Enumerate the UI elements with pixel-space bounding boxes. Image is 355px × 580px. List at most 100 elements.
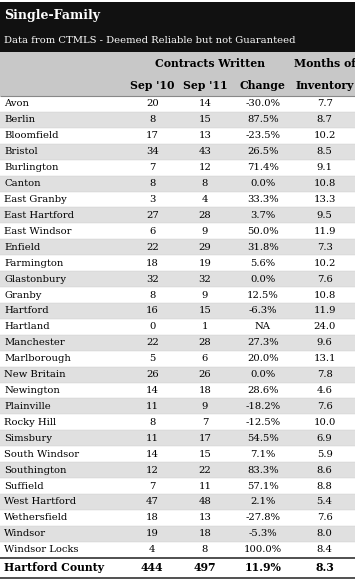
Bar [294, 542, 355, 557]
Text: 22: 22 [198, 466, 211, 474]
Bar [179, 462, 231, 478]
Text: 19: 19 [146, 530, 159, 538]
Bar [0, 367, 126, 383]
Bar [179, 112, 231, 128]
Bar [231, 208, 294, 223]
Bar [294, 208, 355, 223]
Text: 497: 497 [193, 562, 216, 573]
Bar [0, 351, 355, 367]
Bar [179, 494, 231, 510]
Bar [231, 240, 294, 255]
Text: 33.3%: 33.3% [247, 195, 279, 204]
Bar [0, 240, 126, 255]
Text: 10.2: 10.2 [313, 131, 336, 140]
Bar [0, 319, 126, 335]
Text: 12: 12 [198, 163, 211, 172]
Text: 83.3%: 83.3% [247, 466, 279, 474]
Bar [126, 319, 179, 335]
Text: 15: 15 [198, 306, 211, 316]
Text: 5: 5 [149, 354, 155, 363]
Text: Manchester: Manchester [4, 338, 65, 347]
Bar [179, 74, 231, 96]
Text: Berlin: Berlin [4, 115, 36, 124]
Text: 18: 18 [146, 513, 159, 523]
Bar [126, 176, 179, 191]
Bar [179, 255, 231, 271]
Bar [231, 351, 294, 367]
Text: 6: 6 [202, 354, 208, 363]
Bar [294, 271, 355, 287]
Text: 32: 32 [146, 274, 159, 284]
Bar [179, 414, 231, 430]
Bar [0, 367, 355, 383]
Bar [126, 74, 179, 96]
Bar [294, 160, 355, 176]
Text: Farmington: Farmington [4, 259, 64, 267]
Text: 0: 0 [149, 322, 155, 331]
Bar [0, 208, 126, 223]
Text: 11.9%: 11.9% [244, 562, 281, 573]
Text: 8.3: 8.3 [315, 562, 334, 573]
Text: 8: 8 [202, 179, 208, 188]
Bar [179, 446, 231, 462]
Text: 11: 11 [198, 481, 211, 491]
Bar [0, 494, 126, 510]
Bar [126, 414, 179, 430]
Bar [231, 494, 294, 510]
Bar [0, 494, 355, 510]
Text: 47: 47 [146, 498, 159, 506]
Text: Data from CTMLS - Deemed Reliable but not Guaranteed: Data from CTMLS - Deemed Reliable but no… [4, 37, 296, 45]
Text: Newington: Newington [4, 386, 60, 395]
Text: 18: 18 [198, 386, 211, 395]
Text: East Windsor: East Windsor [4, 227, 72, 236]
Bar [0, 526, 355, 542]
Bar [0, 303, 355, 319]
Text: 15: 15 [198, 450, 211, 459]
Bar [126, 271, 179, 287]
Text: 9: 9 [202, 402, 208, 411]
Bar [179, 144, 231, 160]
Text: Bristol: Bristol [4, 147, 38, 156]
Text: 7.6: 7.6 [317, 274, 333, 284]
Bar [294, 462, 355, 478]
Bar [231, 398, 294, 414]
Text: 9.1: 9.1 [317, 163, 333, 172]
Text: East Granby: East Granby [4, 195, 67, 204]
Text: 18: 18 [198, 530, 211, 538]
Text: Canton: Canton [4, 179, 41, 188]
Text: 20.0%: 20.0% [247, 354, 279, 363]
Bar [0, 383, 126, 398]
Text: -12.5%: -12.5% [245, 418, 280, 427]
Bar [126, 510, 179, 526]
Text: 29: 29 [198, 243, 211, 252]
Text: 10.8: 10.8 [313, 179, 336, 188]
Bar [0, 303, 126, 319]
Text: 12.5%: 12.5% [247, 291, 279, 299]
Bar [0, 557, 355, 578]
Text: 5.4: 5.4 [317, 498, 333, 506]
Bar [294, 510, 355, 526]
Bar [294, 240, 355, 255]
Text: 8.5: 8.5 [317, 147, 333, 156]
Text: Burlington: Burlington [4, 163, 59, 172]
Bar [0, 112, 355, 128]
Text: West Hartford: West Hartford [4, 498, 76, 506]
Bar [0, 160, 355, 176]
Bar [294, 335, 355, 351]
Text: 8.6: 8.6 [317, 466, 333, 474]
Bar [179, 191, 231, 208]
Text: 71.4%: 71.4% [247, 163, 279, 172]
Text: 54.5%: 54.5% [247, 434, 279, 443]
Text: Rocky Hill: Rocky Hill [4, 418, 56, 427]
Text: 18: 18 [146, 259, 159, 267]
Bar [0, 446, 126, 462]
Bar [179, 287, 231, 303]
Text: South Windsor: South Windsor [4, 450, 80, 459]
Bar [231, 510, 294, 526]
Bar [231, 335, 294, 351]
Bar [0, 255, 355, 271]
Text: 14: 14 [146, 450, 159, 459]
Bar [231, 414, 294, 430]
Text: Sep '11: Sep '11 [182, 79, 227, 90]
Bar [126, 446, 179, 462]
